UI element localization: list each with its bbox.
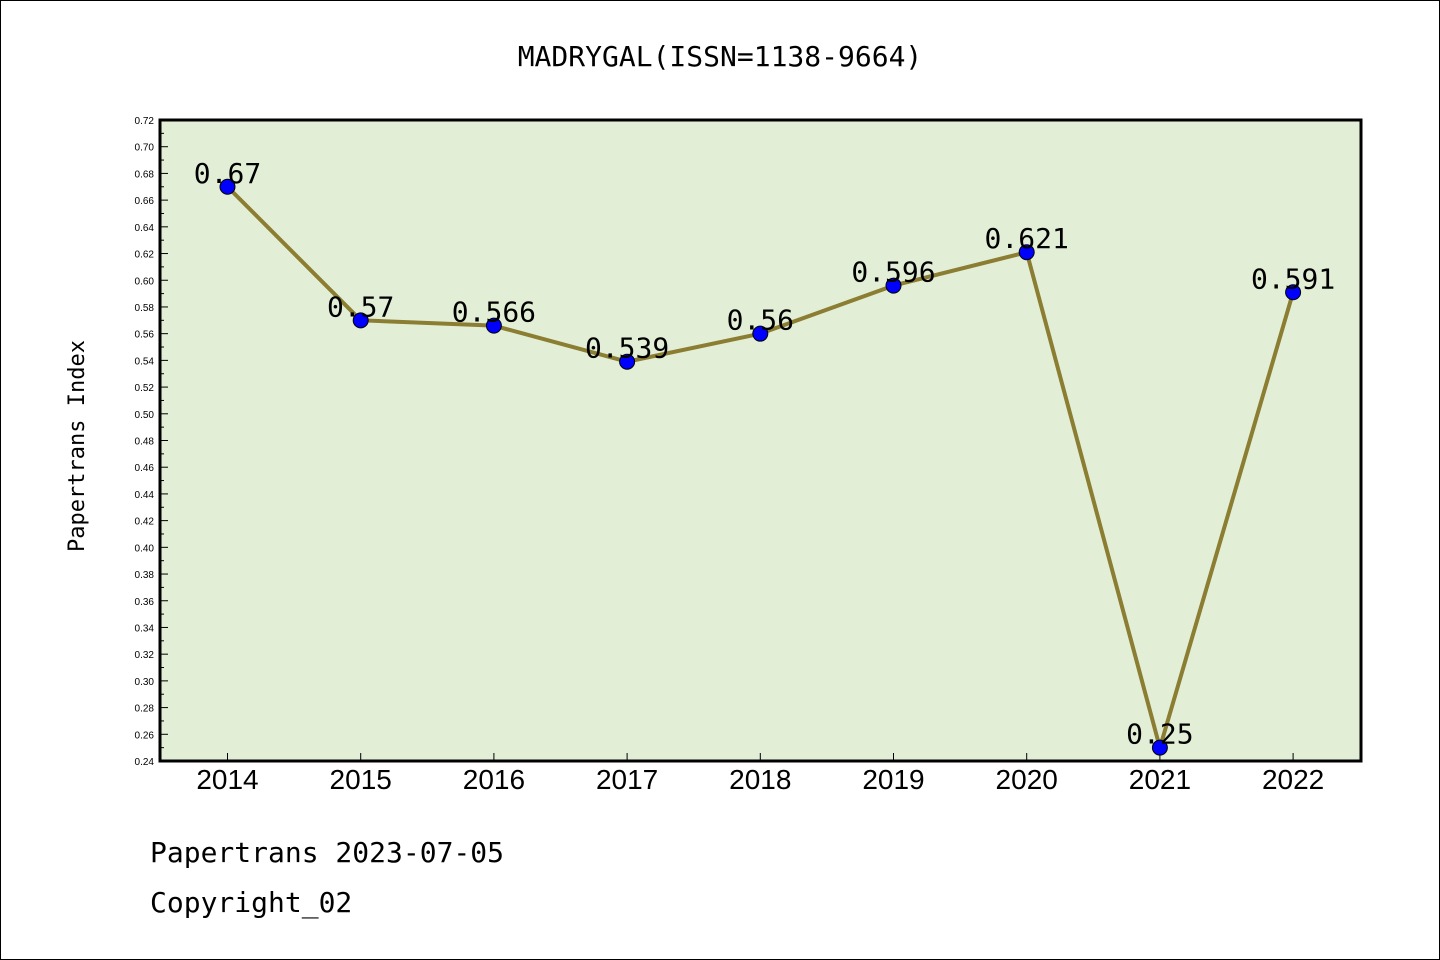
data-value-label: 0.596 <box>851 256 935 289</box>
data-point-marker <box>1151 739 1168 756</box>
data-value-label: 0.539 <box>585 332 669 365</box>
x-tick-label: 2021 <box>1129 764 1191 795</box>
x-tick-label: 2020 <box>996 764 1058 795</box>
y-tick-label: 0.54 <box>135 356 155 367</box>
y-tick-label: 0.36 <box>135 597 155 608</box>
data-point-marker <box>885 277 902 294</box>
data-point-marker <box>619 353 636 370</box>
y-axis-ticks: 0.24 0.26 0.28 0.30 0.32 0.34 0.36 0.38 0.40 0.42… <box>135 116 168 768</box>
data-point-marker <box>352 312 369 329</box>
data-value-label: 0.56 <box>727 304 794 337</box>
x-axis-ticks: 2014 2015 2016 2017 2018 2019 2020 2021 2022 <box>196 753 1324 795</box>
plot-border <box>158 118 1363 763</box>
y-tick-label: 0.68 <box>135 169 155 180</box>
data-point-marker <box>485 317 502 334</box>
data-point-marker <box>1018 244 1035 261</box>
y-tick-label: 0.38 <box>135 570 155 581</box>
data-markers <box>219 178 1302 756</box>
y-tick-label: 0.60 <box>135 276 155 287</box>
y-tick-label: 0.48 <box>135 437 155 448</box>
y-tick-label: 0.70 <box>135 143 155 154</box>
y-tick-label: 0.56 <box>135 330 155 341</box>
y-tick-label: 0.44 <box>135 490 155 501</box>
y-tick-label: 0.46 <box>135 463 155 474</box>
y-tick-label: 0.42 <box>135 517 155 528</box>
y-tick-label: 0.50 <box>135 410 155 421</box>
x-tick-label: 2015 <box>330 764 392 795</box>
x-tick-label: 2014 <box>196 764 258 795</box>
x-tick-label: 2016 <box>463 764 525 795</box>
y-tick-label: 0.26 <box>135 730 155 741</box>
footer-source-line: Papertrans 2023-07-05 <box>150 836 505 869</box>
y-tick-label: 0.24 <box>135 757 155 768</box>
data-point-marker <box>752 325 769 342</box>
y-tick-label: 0.58 <box>135 303 155 314</box>
y-tick-label: 0.28 <box>135 704 155 715</box>
y-axis-label: Papertrans Index <box>65 340 90 552</box>
y-tick-label: 0.40 <box>135 543 155 554</box>
data-value-label: 0.25 <box>1126 718 1193 751</box>
data-value-label: 0.57 <box>327 290 394 323</box>
y-tick-label: 0.32 <box>135 650 155 661</box>
chart-title: MADRYGAL(ISSN=1138-9664) <box>518 40 923 73</box>
x-tick-label: 2018 <box>729 764 791 795</box>
data-value-label: 0.621 <box>985 222 1069 255</box>
y-tick-label: 0.52 <box>135 383 155 394</box>
data-value-label: 0.566 <box>452 296 536 329</box>
footer-copyright-line: Copyright_02 <box>150 886 353 919</box>
data-labels: 0.67 0.57 0.566 0.539 0.56 0.596 0.621 0.25 0.59… <box>194 157 1335 751</box>
data-point-marker <box>219 178 236 195</box>
y-tick-label: 0.72 <box>135 116 155 127</box>
x-tick-label: 2017 <box>596 764 658 795</box>
plot-area <box>160 120 1361 761</box>
y-tick-label: 0.64 <box>135 223 155 234</box>
y-tick-label: 0.66 <box>135 196 155 207</box>
y-tick-label: 0.34 <box>135 623 155 634</box>
x-tick-label: 2019 <box>862 764 924 795</box>
data-value-label: 0.591 <box>1251 262 1335 295</box>
data-value-label: 0.67 <box>194 157 261 190</box>
x-tick-label: 2022 <box>1262 764 1324 795</box>
y-tick-label: 0.30 <box>135 677 155 688</box>
data-point-marker <box>1285 284 1302 301</box>
y-tick-label: 0.62 <box>135 250 155 261</box>
